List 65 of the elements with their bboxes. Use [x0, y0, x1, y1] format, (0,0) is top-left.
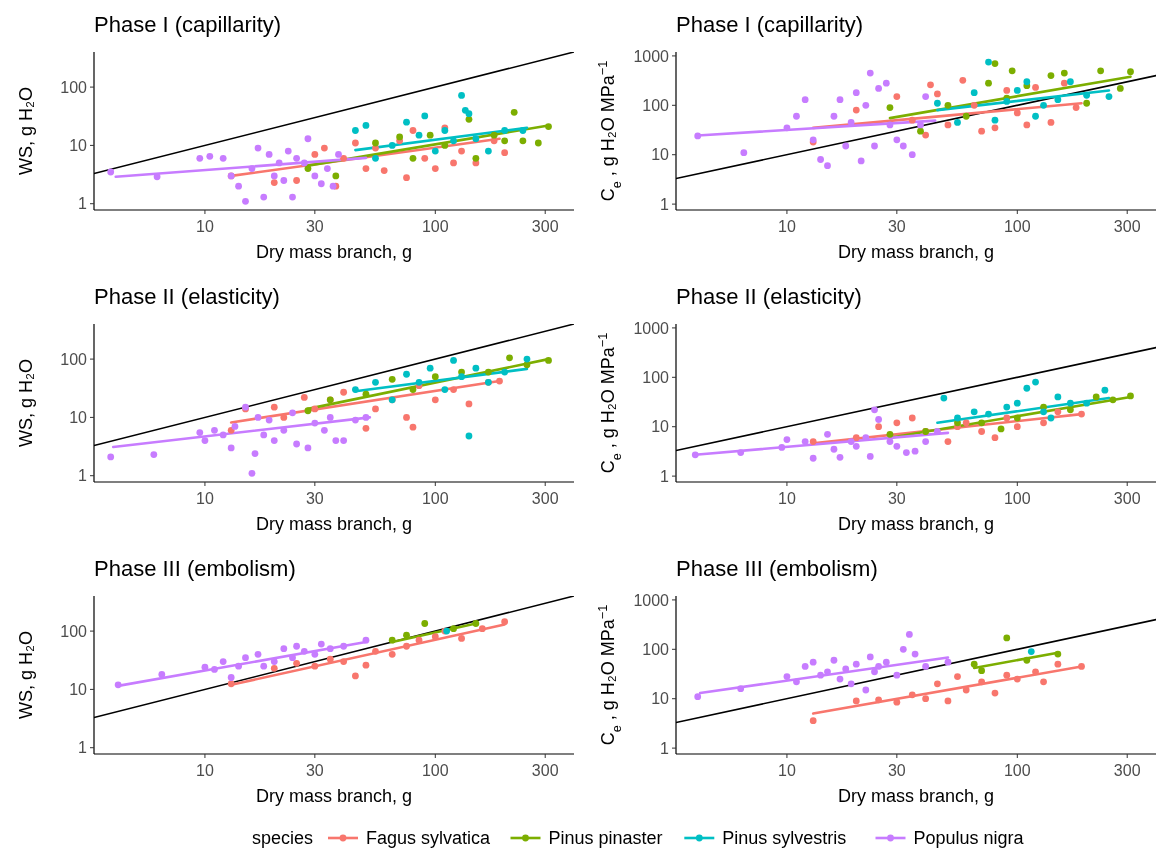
x-tick-label: 10: [196, 490, 214, 507]
x-tick-label: 10: [778, 218, 796, 235]
legend-label: Populus nigra: [913, 828, 1025, 849]
y-tick-label: 1: [660, 739, 670, 757]
y-tick-label: 10: [651, 146, 670, 164]
y-tick-label: 100: [642, 368, 670, 386]
x-axis-title: Dry mass branch, g: [255, 242, 413, 262]
x-tick-label: 10: [196, 218, 214, 235]
x-axis-title: Dry mass branch, g: [837, 242, 995, 262]
chart-title: Phase I (capillarity): [94, 12, 282, 37]
x-tick-label: 300: [531, 762, 559, 779]
chart-title: Phase II (elasticity): [676, 284, 862, 309]
x-tick-label: 100: [421, 218, 449, 235]
y-axis-title: WS, g H₂O: [16, 631, 36, 719]
x-axis-title: Dry mass branch, g: [837, 514, 995, 534]
x-tick-label: 100: [1003, 762, 1031, 779]
x-tick-label: 30: [887, 762, 906, 779]
y-tick-label: 10: [651, 690, 670, 708]
y-tick-label: 1: [660, 195, 670, 213]
x-tick-label: 300: [531, 490, 559, 507]
y-tick-label: 1: [78, 195, 88, 213]
x-tick-label: 300: [1113, 762, 1141, 779]
x-tick-label: 100: [421, 762, 449, 779]
x-tick-label: 30: [305, 490, 324, 507]
legend-label: Fagus sylvatica: [366, 828, 492, 849]
legend-label: Pinus sylvestris: [722, 828, 847, 849]
x-tick-label: 30: [305, 762, 324, 779]
chart-title: Phase III (embolism): [94, 556, 296, 581]
y-tick-label: 100: [60, 622, 88, 640]
x-tick-label: 30: [887, 218, 906, 235]
y-tick-label: 1: [78, 739, 88, 757]
y-axis-title: WS, g H₂O: [16, 87, 36, 175]
chart-title: Phase I (capillarity): [676, 12, 864, 37]
y-tick-label: 1000: [633, 47, 670, 65]
y-tick-label: 1000: [633, 319, 670, 337]
y-tick-label: 100: [642, 640, 670, 658]
x-axis-title: Dry mass branch, g: [255, 514, 413, 534]
chart-title: Phase III (embolism): [676, 556, 878, 581]
y-tick-label: 10: [651, 418, 670, 436]
y-axis-title: WS, g H₂O: [16, 359, 36, 447]
x-tick-label: 300: [531, 218, 559, 235]
x-tick-label: 300: [1113, 490, 1141, 507]
x-tick-label: 10: [778, 762, 796, 779]
y-tick-label: 100: [60, 350, 88, 368]
x-tick-label: 30: [305, 218, 324, 235]
x-tick-label: 100: [1003, 490, 1031, 507]
y-tick-label: 10: [69, 137, 88, 155]
y-tick-label: 1: [78, 467, 88, 485]
x-tick-label: 30: [887, 490, 906, 507]
x-axis-title: Dry mass branch, g: [255, 786, 413, 806]
x-tick-label: 300: [1113, 218, 1141, 235]
y-tick-label: 100: [642, 96, 670, 114]
legend-label: Pinus pinaster: [548, 828, 663, 849]
y-tick-label: 10: [69, 681, 88, 699]
x-tick-label: 10: [778, 490, 796, 507]
legend-title: species: [252, 828, 314, 849]
chart-title: Phase II (elasticity): [94, 284, 280, 309]
x-axis-title: Dry mass branch, g: [837, 786, 995, 806]
x-tick-label: 10: [196, 762, 214, 779]
y-tick-label: 10: [69, 409, 88, 427]
x-tick-label: 100: [421, 490, 449, 507]
y-tick-label: 1: [660, 467, 670, 485]
x-tick-label: 100: [1003, 218, 1031, 235]
y-tick-label: 100: [60, 78, 88, 96]
y-tick-label: 1000: [633, 591, 670, 609]
